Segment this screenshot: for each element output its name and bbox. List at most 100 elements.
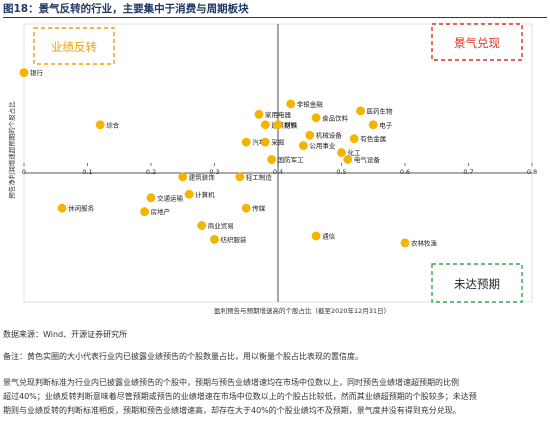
point-label: 商业贸易: [208, 221, 234, 230]
point-label: 电气设备: [354, 155, 381, 164]
quadrant-label-bottom-right: 未达预期: [454, 277, 500, 291]
point-label: 房地产: [151, 207, 171, 216]
data-point: 医药生物: [356, 106, 393, 115]
data-point: 有色金属: [349, 134, 386, 144]
point-marker: [95, 120, 105, 130]
point-marker: [57, 203, 67, 213]
x-tick-label: 0.6: [400, 168, 410, 176]
data-point: 商业贸易: [197, 221, 234, 231]
scatter-chart: 0 0.1 0.2 0.3 0.4 0.5 0.6 0.7 0.8 预告净利润增速超预期的个股占…: [7, 23, 537, 315]
point-label: 银行: [30, 68, 44, 77]
point-label: 机械设备: [316, 131, 343, 140]
explain-line-2: 超过40%；业绩反转判断意味着尽管预期或预告的业绩增速在市场中位数以上的个股占比…: [3, 392, 477, 401]
data-point: 综合: [95, 120, 120, 130]
quadrant-label-top-right: 景气兑现: [454, 36, 500, 50]
x-tick-label: 0: [22, 168, 26, 176]
point-label: 采掘: [271, 138, 285, 147]
point-label: 化工: [348, 148, 362, 157]
x-tick-label: 0.1: [82, 168, 92, 176]
x-tick-label: 0.5: [336, 168, 346, 176]
x-tick-label: 0.2: [146, 168, 156, 176]
point-label: 医药生物: [367, 106, 394, 115]
data-point: 非银金融: [286, 99, 324, 109]
point-marker: [305, 130, 315, 140]
point-marker: [210, 235, 219, 244]
point-label: 家用电器: [265, 110, 292, 119]
point-marker: [368, 120, 378, 130]
point-marker: [260, 137, 270, 147]
figure-title: 图18：景气反转的行业，主要集中于消费与周期板块: [3, 3, 249, 15]
point-label: 建筑材料: [271, 120, 298, 129]
point-marker: [298, 141, 308, 151]
quadrant-box-top-right: 景气兑现: [431, 23, 523, 61]
point-marker: [311, 113, 321, 123]
data-point: 农林牧渔: [400, 238, 438, 248]
data-point: 传媒: [241, 203, 266, 213]
point-label: 公用事业: [309, 141, 336, 150]
x-tick-label: 0.8: [527, 168, 537, 176]
point-label: 通信: [322, 231, 336, 240]
quadrant-box-bottom-right: 未达预期: [431, 263, 523, 303]
data-point: 交通运输: [146, 193, 184, 203]
point-label: 计算机: [195, 190, 215, 199]
quadrant-box-bottom-right-frame: [431, 263, 523, 303]
data-point: 钢铁: [273, 120, 298, 130]
point-marker: [241, 137, 251, 147]
data-point: 机械设备: [305, 130, 343, 140]
data-point: 轻工制造: [235, 172, 272, 181]
point-marker: [241, 203, 251, 213]
point-label: 非银金融: [297, 99, 324, 108]
point-marker: [356, 106, 365, 116]
point-marker: [197, 221, 207, 231]
point-marker: [260, 120, 270, 130]
data-point: 休闲服务: [57, 203, 95, 213]
data-point: 化工: [337, 148, 361, 157]
quadrant-label-top-left: 业绩反转: [51, 40, 97, 54]
data-point: 汽车: [241, 137, 266, 147]
x-tick-labels: 0 0.1 0.2 0.3 0.4 0.5 0.6 0.7 0.8: [22, 163, 537, 176]
point-label: 国防军工: [278, 155, 305, 164]
data-point: 食品饮料: [311, 113, 349, 123]
point-marker: [349, 134, 359, 144]
point-marker: [343, 155, 353, 164]
point-marker: [140, 207, 150, 217]
point-marker: [400, 238, 410, 248]
x-tick-label: 0.3: [209, 168, 219, 176]
point-label: 钢铁: [284, 120, 298, 129]
point-marker: [286, 99, 296, 109]
data-point: 房地产: [140, 207, 171, 217]
data-point: 建筑材料: [260, 120, 298, 130]
point-label: 传媒: [252, 204, 266, 213]
data-point: 公用事业: [298, 141, 336, 151]
point-label: 农林牧渔: [411, 238, 438, 247]
point-label: 汽车: [252, 138, 266, 147]
quadrant-box-top-right-frame: [431, 23, 523, 61]
point-marker: [254, 109, 264, 119]
quadrant-box-top-left-frame: [33, 27, 115, 65]
point-label: 有色金属: [360, 134, 386, 143]
data-point: 纺织服装: [210, 235, 247, 244]
point-marker: [337, 148, 346, 158]
point-label: 交通运输: [157, 193, 184, 202]
data-point: 采掘: [260, 137, 285, 147]
point-marker: [19, 68, 29, 78]
title-rule: [3, 17, 547, 18]
quadrant-box-top-left: 业绩反转: [33, 27, 115, 65]
point-marker: [184, 189, 194, 199]
data-point: 国防军工: [267, 155, 304, 164]
point-marker: [146, 193, 156, 203]
x-axis-title: 盈利预告与预期增速高的个股占比（截至2020年12月31日）: [214, 306, 390, 315]
data-point: 电气设备: [343, 155, 381, 164]
point-marker: [267, 155, 277, 164]
explain-line-3: 期则与业绩反转的判断标准相反，预期和预告业绩增速高，却存在大于40%的个股业绩均…: [3, 406, 461, 415]
point-label: 电子: [379, 120, 393, 129]
point-marker: [178, 172, 188, 182]
data-point: 建筑装饰: [178, 172, 215, 182]
remark-note: 备注：黄色实圈的大小代表行业内已披露业绩预告的个股数量占比，用以衡量个股占比表现…: [3, 352, 363, 361]
point-marker: [273, 120, 283, 130]
data-point: 计算机: [184, 189, 215, 199]
point-label: 综合: [106, 120, 120, 129]
source-note: 数据来源：Wind、开源证券研究所: [3, 330, 128, 339]
point-label: 食品饮料: [322, 113, 349, 122]
